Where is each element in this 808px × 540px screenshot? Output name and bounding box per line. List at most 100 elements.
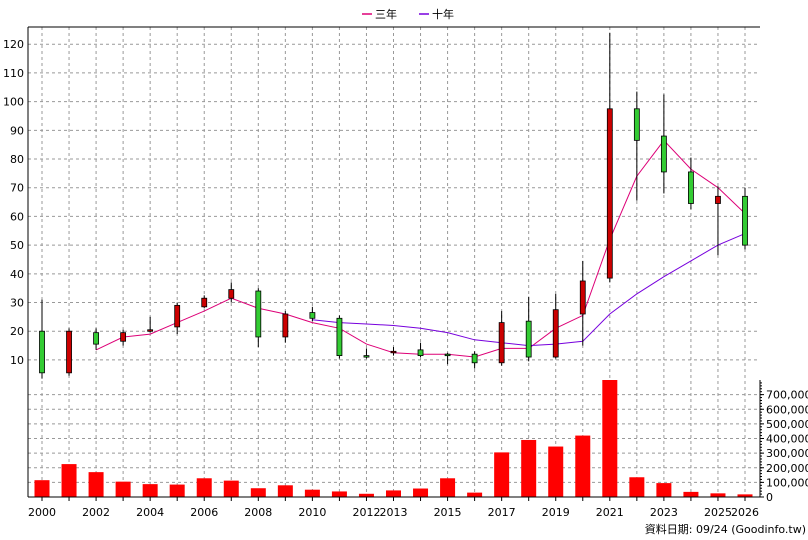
legend-label-0: 三年 bbox=[375, 7, 397, 21]
candle-body bbox=[39, 330, 45, 374]
candle-2024 bbox=[688, 157, 694, 210]
price-tick-label: 50 bbox=[10, 239, 24, 252]
volume-bar-2004 bbox=[142, 484, 158, 497]
candle-body bbox=[498, 322, 505, 364]
candle-body bbox=[120, 332, 127, 342]
candle-2019 bbox=[552, 293, 559, 359]
candle-body bbox=[255, 290, 262, 338]
volume-bar-2026 bbox=[737, 494, 753, 497]
volume-bar-2008 bbox=[250, 488, 266, 497]
footer-note: 資料日期: 09/24 (Goodinfo.tw) bbox=[645, 522, 806, 536]
price-tick-label: 120 bbox=[3, 38, 24, 51]
x-tick-label-2015: 2015 bbox=[434, 506, 462, 519]
candle-2026 bbox=[742, 187, 748, 250]
volume-bar-2019 bbox=[548, 446, 564, 497]
candle-2021 bbox=[606, 32, 613, 283]
x-tick-label-2002: 2002 bbox=[82, 506, 110, 519]
volume-bar-2024 bbox=[683, 491, 699, 497]
candle-2018 bbox=[525, 296, 532, 362]
candle-2000 bbox=[39, 299, 45, 379]
volume-tick-label: 0 bbox=[766, 491, 773, 504]
candle-2015 bbox=[444, 352, 451, 365]
candle-body bbox=[579, 280, 586, 315]
candle-2020 bbox=[579, 260, 586, 346]
price-tick-label: 100 bbox=[3, 96, 24, 109]
candle-body bbox=[282, 313, 289, 338]
volume-bar-2017 bbox=[494, 452, 510, 497]
legend-label-1: 十年 bbox=[432, 7, 454, 21]
volume-tick-label: 500,000 bbox=[766, 418, 808, 431]
candle-2016 bbox=[471, 351, 478, 369]
candle-2003 bbox=[120, 329, 127, 346]
volume-bar-2005 bbox=[169, 484, 185, 497]
volume-bar-2015 bbox=[440, 478, 456, 497]
volume-bar-2016 bbox=[467, 492, 483, 497]
volume-bar-2006 bbox=[196, 478, 212, 497]
candle-body bbox=[525, 320, 532, 358]
volume-tick-label: 200,000 bbox=[766, 462, 808, 475]
candle-body bbox=[444, 353, 451, 357]
candle-2010 bbox=[309, 306, 316, 322]
candle-body bbox=[471, 353, 478, 364]
candle-2017 bbox=[498, 311, 505, 366]
price-tick-label: 40 bbox=[10, 268, 24, 281]
x-axis: 2000 2002 2004 2006 2008 2010 2012 2013 2015 2017… bbox=[28, 497, 759, 519]
candle-2022 bbox=[633, 91, 640, 201]
candle-body bbox=[742, 195, 748, 246]
volume-tick-label: 400,000 bbox=[766, 433, 808, 446]
candle-body bbox=[66, 330, 72, 374]
x-tick-label-2010: 2010 bbox=[298, 506, 326, 519]
x-tick-label-2025: 2025 bbox=[704, 506, 732, 519]
candle-2013 bbox=[390, 346, 397, 356]
x-tick-label-2004: 2004 bbox=[136, 506, 164, 519]
candle-2004 bbox=[147, 316, 154, 333]
candle-body bbox=[363, 355, 370, 358]
x-tick-label-2023: 2023 bbox=[650, 506, 678, 519]
candle-2008 bbox=[255, 288, 262, 347]
volume-bar-2018 bbox=[521, 439, 537, 497]
price-tick-label: 60 bbox=[10, 210, 24, 223]
candle-body bbox=[633, 108, 640, 141]
price-tick-label: 20 bbox=[10, 325, 24, 338]
volume-bar-2000 bbox=[34, 480, 50, 497]
volume-bar-2023 bbox=[656, 483, 672, 497]
candle-body bbox=[336, 317, 343, 357]
volume-bar-2011 bbox=[331, 491, 347, 497]
candle-body bbox=[715, 195, 721, 204]
price-tick-label: 90 bbox=[10, 124, 24, 137]
volume-bar-2007 bbox=[223, 480, 239, 497]
candle-2012 bbox=[363, 348, 370, 359]
price-tick-label: 80 bbox=[10, 153, 24, 166]
legend: 三年 十年 bbox=[362, 7, 454, 21]
volume-tick-label: 300,000 bbox=[766, 447, 808, 460]
price-panel: 10 20 30 40 50 60 70 80 90 100 110 120 bbox=[3, 26, 760, 497]
price-tick-label: 110 bbox=[3, 67, 24, 80]
candle-body bbox=[390, 350, 397, 354]
candle-2005 bbox=[174, 302, 181, 335]
x-tick-label-2013: 2013 bbox=[380, 506, 408, 519]
volume-bar-2021 bbox=[602, 380, 618, 497]
candle-2009 bbox=[282, 311, 289, 343]
volume-bar-2025 bbox=[710, 493, 726, 497]
volume-bar-2009 bbox=[277, 485, 293, 497]
candle-body bbox=[228, 289, 235, 299]
candle-body bbox=[147, 329, 154, 332]
volume-bar-2012 bbox=[358, 493, 374, 497]
candle-body bbox=[174, 304, 181, 328]
volume-bar-2013 bbox=[386, 490, 401, 497]
volume-bar-2022 bbox=[629, 477, 645, 497]
volume-bar-2020 bbox=[575, 435, 591, 497]
volume-bar-2010 bbox=[304, 489, 320, 497]
candle-body bbox=[93, 332, 99, 345]
volume-bar-2001 bbox=[61, 464, 77, 497]
x-tick-label-2008: 2008 bbox=[244, 506, 272, 519]
candle-body bbox=[309, 312, 316, 319]
candle-body bbox=[201, 297, 208, 308]
x-tick-label-2021: 2021 bbox=[596, 506, 624, 519]
price-tick-label: 70 bbox=[10, 182, 24, 195]
candle-body bbox=[552, 309, 559, 358]
volume-tick-label: 700,000 bbox=[766, 389, 808, 402]
